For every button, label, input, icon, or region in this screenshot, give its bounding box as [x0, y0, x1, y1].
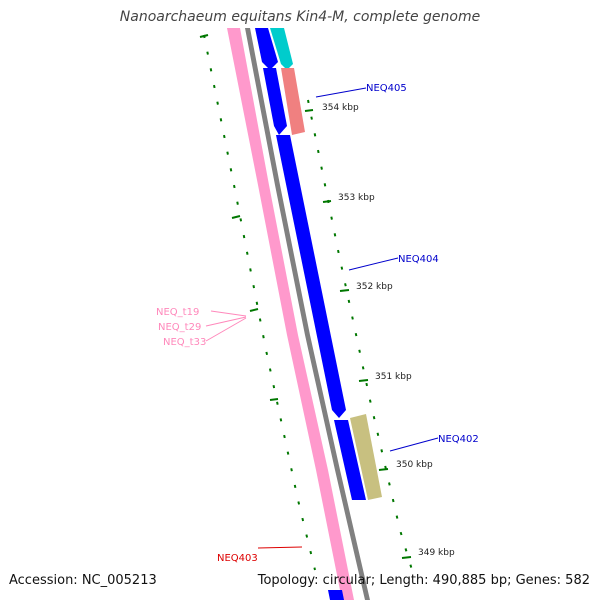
grey-backbone: [245, 28, 370, 600]
cds-neq402: [334, 420, 366, 500]
leader-lines: [205, 87, 439, 549]
trna-label-t29: NEQ_t29: [158, 322, 201, 333]
salmon-feature: [281, 68, 305, 135]
gene-label-neq402: NEQ402: [438, 434, 479, 445]
pink-strand: [227, 28, 354, 600]
tick-label-352: 352 kbp: [356, 282, 393, 292]
cds-neq405: [263, 68, 287, 135]
gene-label-neq404: NEQ404: [398, 254, 439, 265]
trna-label-t33: NEQ_t33: [163, 337, 206, 348]
trna-label-t19: NEQ_t19: [156, 307, 199, 318]
cyan-feature: [270, 28, 293, 70]
cds-top: [255, 28, 278, 70]
gene-labels: NEQ405 NEQ404 NEQ402 NEQ403: [217, 83, 479, 564]
outer-tick-dots: [307, 99, 413, 571]
cds-bottom: [328, 590, 344, 600]
tick-label-353: 353 kbp: [338, 193, 375, 203]
cds-neq404: [276, 135, 346, 418]
tick-label-349: 349 kbp: [418, 548, 455, 558]
summary-text: Topology: circular; Length: 490,885 bp; …: [257, 573, 590, 588]
gene-label-neq405: NEQ405: [366, 83, 407, 94]
khaki-feature: [350, 414, 382, 500]
major-ticks: [199, 34, 412, 559]
accession-text: Accession: NC_005213: [9, 573, 157, 588]
map-title: Nanoarchaeum equitans Kin4-M, complete g…: [119, 9, 481, 25]
tick-label-354: 354 kbp: [322, 103, 359, 113]
tick-label-350: 350 kbp: [396, 460, 433, 470]
trna-labels: NEQ_t19 NEQ_t29 NEQ_t33: [156, 307, 206, 348]
scale-labels: 354 kbp 353 kbp 352 kbp 351 kbp 350 kbp …: [322, 103, 455, 558]
gene-label-neq403: NEQ403: [217, 553, 258, 564]
tick-label-351: 351 kbp: [375, 372, 412, 382]
